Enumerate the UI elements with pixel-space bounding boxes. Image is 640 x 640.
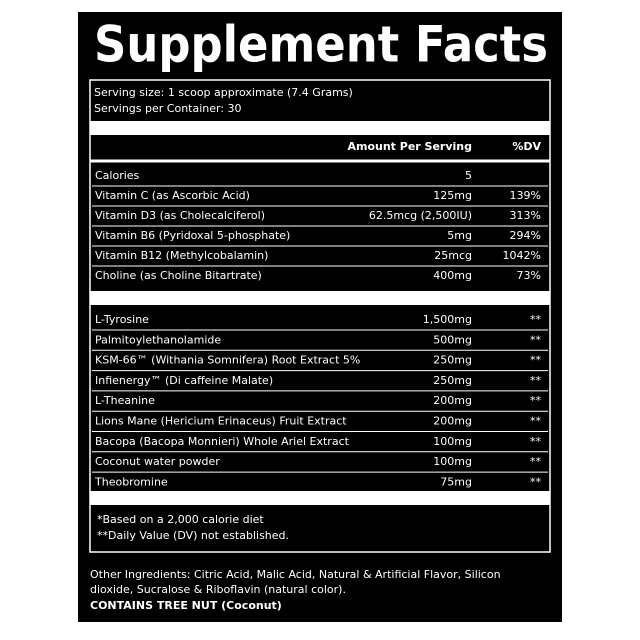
row-name: Vitamin B12 (Methylcobalamin) [95, 249, 268, 262]
row-amount: 62.5mcg (2,500IU) [369, 209, 472, 222]
row-name: Theobromine [94, 475, 168, 488]
row-amount: 100mg [433, 455, 472, 468]
thick-rule [90, 291, 550, 305]
row-dv: ** [530, 455, 542, 468]
row-name: Calories [95, 169, 140, 182]
row-amount: 200mg [433, 394, 472, 407]
row-dv: ** [530, 394, 542, 407]
row-dv: 73% [517, 269, 541, 282]
row-name: L-Tyrosine [95, 313, 149, 326]
row-dv: ** [530, 354, 542, 367]
row-name: Vitamin B6 (Pyridoxal 5-phosphate) [95, 229, 290, 242]
row-name: Palmitoylethanolamide [95, 333, 221, 346]
row-amount: 5 [465, 169, 472, 182]
row-amount: 5mg [447, 229, 472, 242]
column-header: %DV [512, 140, 541, 153]
row-name: Vitamin C (as Ascorbic Acid) [95, 189, 250, 202]
serving-size: Serving size: 1 scoop approximate (7.4 G… [94, 86, 353, 99]
row-dv: 139% [510, 189, 541, 202]
row-name: Vitamin D3 (as Cholecalciferol) [95, 209, 265, 222]
row-amount: 1,500mg [423, 313, 472, 326]
row-dv: 313% [510, 209, 541, 222]
row-name: L-Theanine [95, 394, 155, 407]
row-amount: 250mg [433, 374, 472, 387]
label-background [78, 12, 562, 622]
row-dv: ** [530, 333, 542, 346]
row-name: Coconut water powder [95, 455, 220, 468]
row-name: Choline (as Choline Bitartrate) [95, 269, 262, 282]
row-dv: ** [530, 415, 542, 428]
row-amount: 500mg [433, 333, 472, 346]
row-dv: 294% [510, 229, 541, 242]
row-name: Bacopa (Bacopa Monnieri) Whole Ariel Ext… [95, 435, 350, 448]
other-ingredients: Other Ingredients: Citric Acid, Malic Ac… [90, 568, 501, 581]
row-amount: 200mg [433, 415, 472, 428]
row-amount: 100mg [433, 435, 472, 448]
row-amount: 125mg [433, 189, 472, 202]
allergen: CONTAINS TREE NUT (Coconut) [90, 599, 282, 612]
row-amount: 25mcg [434, 249, 472, 262]
row-amount: 75mg [440, 475, 472, 488]
row-dv: ** [530, 313, 542, 326]
thick-rule [90, 491, 550, 505]
row-dv: ** [530, 435, 542, 448]
row-name: Lions Mane (Hericium Erinaceus) Fruit Ex… [95, 415, 347, 428]
row-dv: ** [530, 475, 542, 488]
thick-rule [90, 121, 550, 135]
footnote: *Based on a 2,000 calorie diet [97, 513, 264, 526]
row-amount: 400mg [433, 269, 472, 282]
row-dv: 1042% [503, 249, 541, 262]
footnote: **Daily Value (DV) not established. [97, 529, 289, 542]
servings: Servings per Container: 30 [94, 102, 242, 115]
row-dv: ** [530, 374, 542, 387]
other-ingredients: dioxide, Sucralose & Riboflavin (natural… [90, 583, 346, 596]
row-name: KSM-66™ (Withania Somnifera) Root Extrac… [95, 354, 360, 367]
title: Supplement Facts [94, 16, 548, 74]
row-amount: 250mg [433, 354, 472, 367]
column-header: Amount Per Serving [347, 140, 472, 153]
facts-border [89, 79, 551, 553]
row-name: Infienergy™ (Di caffeine Malate) [95, 374, 273, 387]
